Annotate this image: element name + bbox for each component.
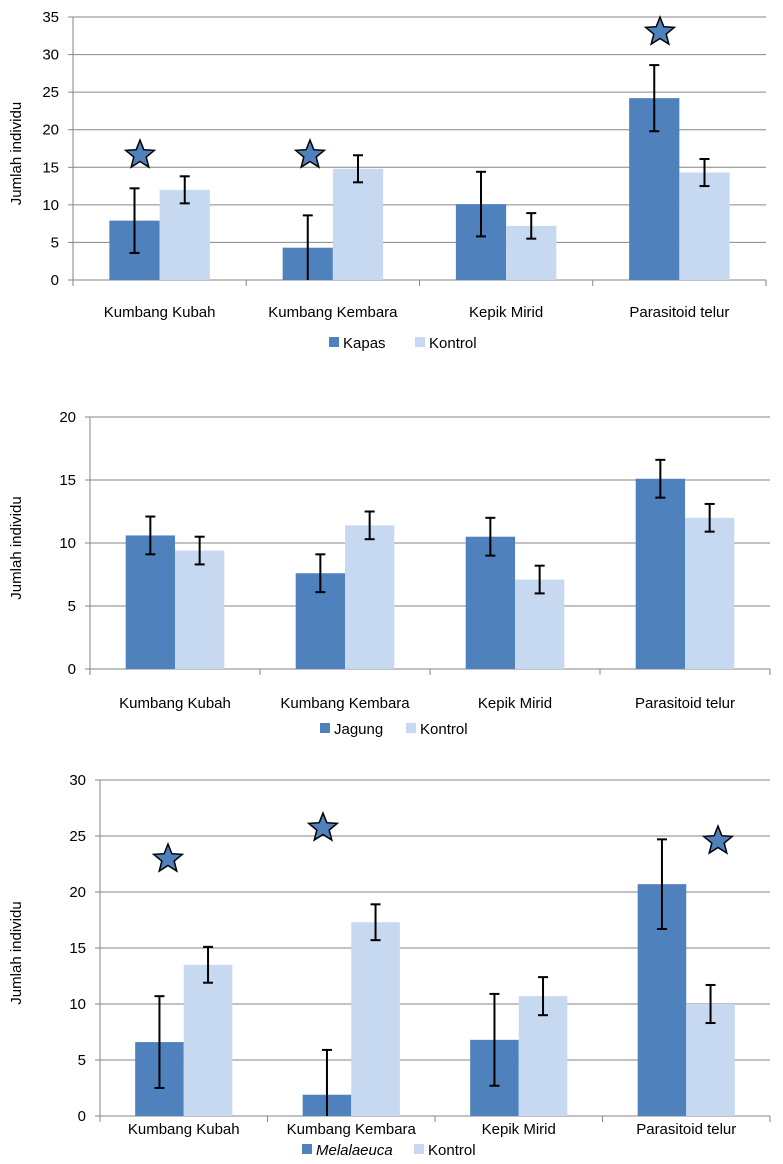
y-tick-label: 5 xyxy=(68,598,76,615)
y-tick-label: 15 xyxy=(42,159,59,176)
y-tick-label: 0 xyxy=(51,272,59,289)
legend-swatch-2 xyxy=(406,723,416,733)
bar-kontrol-2 xyxy=(351,922,400,1116)
y-axis-title: Jumlah individu xyxy=(8,496,25,599)
y-tick-label: 10 xyxy=(69,996,86,1013)
x-tick-label: Kumbang Kembara xyxy=(280,695,410,712)
legend-label-2: Kontrol xyxy=(420,721,468,738)
x-tick-label: Kepik Mirid xyxy=(478,695,552,712)
legend-swatch-1 xyxy=(329,337,339,347)
chart-panel-3: 0 5 10 15 20 25 30 Jumlah individu Kumbang Kubah… xyxy=(8,772,771,1159)
y-tick-label: 0 xyxy=(78,1108,86,1125)
y-axis-title: Jumlah individu xyxy=(8,102,25,205)
y-tick-label: 15 xyxy=(59,472,76,489)
bar-kontrol-4 xyxy=(685,517,735,669)
significance-star-icon xyxy=(123,137,157,169)
x-tick-label: Parasitoid telur xyxy=(629,304,729,321)
legend-label-2: Kontrol xyxy=(429,335,477,352)
bar-jagung-3 xyxy=(465,536,515,669)
x-tick-label: Parasitoid telur xyxy=(635,695,735,712)
significance-star-icon xyxy=(306,810,340,842)
y-tick-label: 5 xyxy=(51,234,59,251)
x-tick-label: Kumbang Kembara xyxy=(287,1121,417,1138)
y-tick-label: 15 xyxy=(69,940,86,957)
y-tick-label: 20 xyxy=(42,122,59,139)
y-tick-label: 20 xyxy=(69,884,86,901)
legend-swatch-1 xyxy=(320,723,330,733)
y-tick-label: 25 xyxy=(42,84,59,101)
y-tick-label: 10 xyxy=(59,535,76,552)
legend-swatch-2 xyxy=(414,1144,424,1154)
x-tick-label: Kepik Mirid xyxy=(482,1121,556,1138)
y-tick-label: 5 xyxy=(78,1052,86,1069)
y-tick-label: 25 xyxy=(69,828,86,845)
bar-kontrol-1 xyxy=(159,189,210,280)
legend-swatch-1 xyxy=(302,1144,312,1154)
legend-label-1: Jagung xyxy=(334,721,383,738)
significance-star-icon xyxy=(643,14,677,46)
bar-kontrol-2 xyxy=(332,168,384,280)
y-tick-label: 20 xyxy=(59,409,76,426)
y-tick-label: 10 xyxy=(42,197,59,214)
y-tick-label: 30 xyxy=(42,47,59,64)
legend-label-2: Kontrol xyxy=(428,1142,476,1159)
chart-panel-2: 0 5 10 15 20 Jumlah individu Kumbang Kubah Kumb… xyxy=(8,409,771,738)
y-axis-title: Jumlah individu xyxy=(8,901,25,1004)
significance-star-icon xyxy=(151,841,185,873)
bar-kontrol-1 xyxy=(175,550,225,669)
x-tick-label: Kumbang Kembara xyxy=(268,304,398,321)
y-tick-label: 30 xyxy=(69,772,86,789)
bar-kontrol-4 xyxy=(679,172,730,280)
legend-swatch-2 xyxy=(415,337,425,347)
x-tick-label: Kumbang Kubah xyxy=(104,304,216,321)
x-tick-label: Kumbang Kubah xyxy=(128,1121,240,1138)
x-tick-label: Kepik Mirid xyxy=(469,304,543,321)
significance-star-icon xyxy=(701,823,735,855)
y-tick-label: 0 xyxy=(68,661,76,678)
chart-panel-1: 0 5 10 15 20 25 30 35 Jumlah individu Kumbang Kub… xyxy=(8,9,767,352)
legend-label-1: Kapas xyxy=(343,335,386,352)
bar-kontrol-1 xyxy=(183,964,233,1116)
x-tick-label: Kumbang Kubah xyxy=(119,695,231,712)
significance-star-icon xyxy=(293,137,327,169)
y-tick-label: 35 xyxy=(42,9,59,26)
legend-label-1: Melalaeuca xyxy=(316,1142,393,1159)
bar-kontrol-3 xyxy=(515,579,565,669)
x-tick-label: Parasitoid telur xyxy=(636,1121,736,1138)
bar-jagung-1 xyxy=(125,535,175,669)
bar-jagung-4 xyxy=(635,478,685,669)
bar-kontrol-2 xyxy=(345,525,395,669)
